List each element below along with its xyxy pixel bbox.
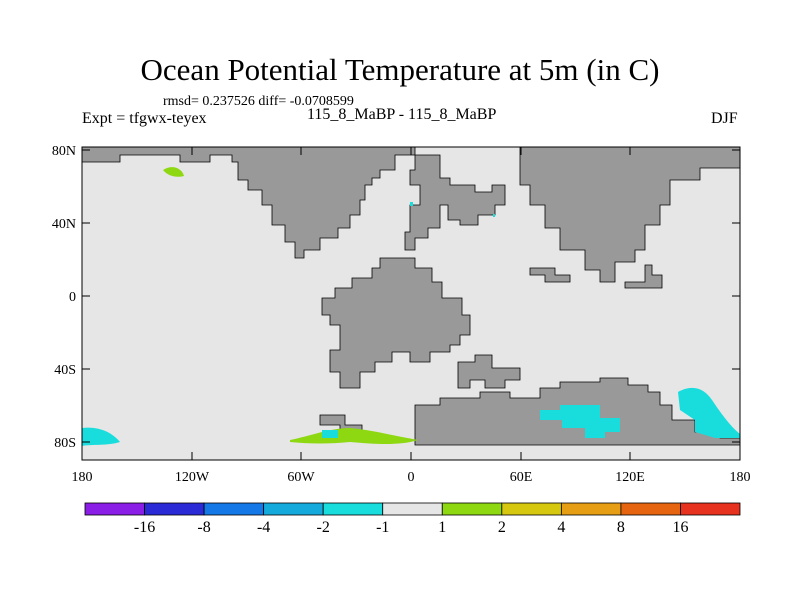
colorbar-label-4: -1 xyxy=(376,519,389,536)
land-se-island xyxy=(624,264,663,289)
stats-text: rmsd= 0.237526 diff= -0.0708599 xyxy=(163,94,354,109)
lat-label-80n: 80N xyxy=(52,144,76,159)
lat-label-40s: 40S xyxy=(54,363,76,378)
colorbar-label-5: 1 xyxy=(438,519,446,536)
colorbar-box-9 xyxy=(620,502,681,516)
lon-label-120w: 120W xyxy=(175,470,210,485)
lon-label-120e: 120E xyxy=(615,470,645,485)
colorbar-label-2: -4 xyxy=(257,519,270,536)
land-south-america xyxy=(321,257,471,389)
colorbar-box-5 xyxy=(382,502,443,516)
colorbar xyxy=(84,502,741,516)
anomaly-small-north-cyan xyxy=(410,202,413,206)
colorbar-box-7 xyxy=(501,502,562,516)
lon-label-180-left: 180 xyxy=(72,470,93,485)
anomaly-north-pacific xyxy=(163,167,184,177)
lon-axis xyxy=(81,147,741,460)
lon-label-0: 0 xyxy=(408,470,415,485)
land-africa-fragment xyxy=(457,354,521,389)
colorbar-label-1: -8 xyxy=(197,519,210,536)
anomaly-small-mid-cyan xyxy=(493,214,495,217)
anomaly-south-atlantic-cyan xyxy=(322,430,338,438)
experiment-label: Expt = tfgwx-teyex xyxy=(82,110,207,127)
lon-label-60w: 60W xyxy=(287,470,315,485)
colorbar-label-6: 2 xyxy=(498,519,506,536)
anomaly-east-cyan xyxy=(678,387,740,438)
anomaly-patches xyxy=(82,167,740,446)
colorbar-label-3: -2 xyxy=(317,519,330,536)
colorbar-box-4 xyxy=(322,502,384,516)
colorbar-box-0 xyxy=(84,502,145,516)
land-north-america xyxy=(81,146,416,259)
lat-label-80s: 80S xyxy=(54,436,76,451)
comparison-label: 115_8_MaBP - 115_8_MaBP xyxy=(307,106,497,123)
colorbar-box-10 xyxy=(680,502,741,516)
lon-label-180-right: 180 xyxy=(730,470,751,485)
land-north-strip-right xyxy=(519,146,741,283)
map-title: Ocean Potential Temperature at 5m (in C) xyxy=(140,52,660,87)
lat-label-40n: 40N xyxy=(52,217,76,232)
lon-label-60e: 60E xyxy=(510,470,533,485)
colorbar-label-9: 16 xyxy=(672,519,688,536)
anomaly-south-pacific xyxy=(82,427,120,446)
anomaly-south-atlantic-green xyxy=(290,428,418,444)
colorbar-label-8: 8 xyxy=(617,519,625,536)
season-label: DJF xyxy=(711,110,738,127)
colorbar-box-6 xyxy=(441,502,503,516)
colorbar-label-0: -16 xyxy=(134,519,155,536)
colorbar-label-7: 4 xyxy=(557,519,565,536)
land-east-island xyxy=(529,267,571,283)
anomaly-indian-cyan xyxy=(540,405,620,438)
land-europe xyxy=(404,154,506,251)
lat-label-0: 0 xyxy=(69,290,76,305)
colorbar-box-3 xyxy=(263,502,324,516)
lat-axis xyxy=(82,149,740,443)
colorbar-box-2 xyxy=(203,502,265,516)
colorbar-box-8 xyxy=(560,502,622,516)
colorbar-box-1 xyxy=(144,502,205,516)
colorbar-labels: -16 -8 -4 -2 -1 1 2 4 8 16 xyxy=(134,519,689,536)
